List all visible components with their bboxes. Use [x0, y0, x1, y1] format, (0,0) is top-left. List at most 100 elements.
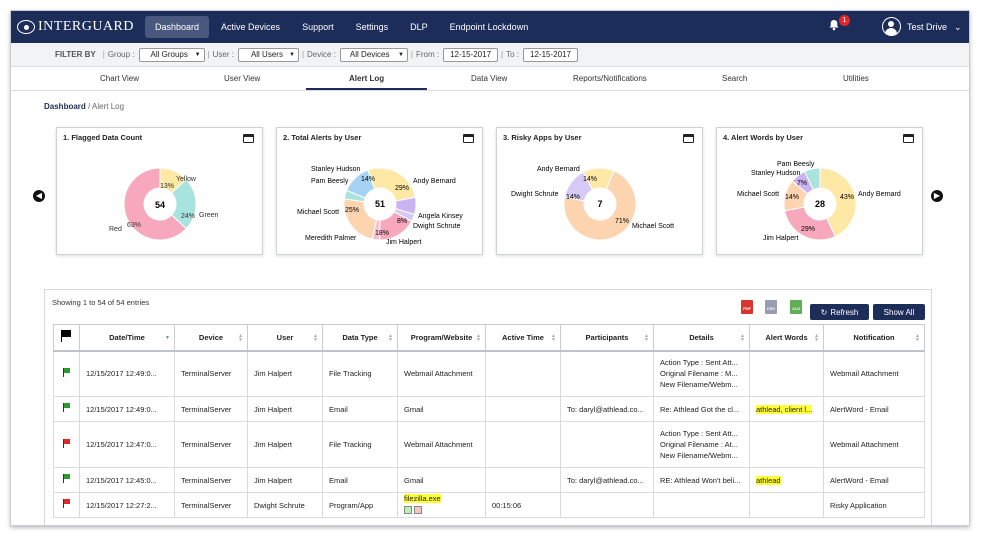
column-header-flag[interactable] [53, 324, 80, 352]
nav-dlp[interactable]: DLP [410, 22, 428, 32]
group-select[interactable]: All Groups ▼ [138, 47, 205, 62]
program-cell: Gmail [397, 396, 486, 422]
table-row[interactable]: 12/15/2017 12:49:0... TerminalServer Jim… [53, 396, 925, 422]
flag-red-icon[interactable] [62, 499, 71, 508]
tab-reports-notifications[interactable]: Reports/Notifications [573, 74, 647, 83]
logo-mark [17, 20, 35, 34]
participants-cell: To: daryl@athlead.co... [560, 396, 654, 422]
flag-red-icon[interactable] [62, 438, 71, 448]
tab-utilities[interactable]: Utilities [843, 74, 869, 83]
device-select[interactable]: All Devices ▼ [339, 47, 408, 62]
bell-icon[interactable] [828, 19, 840, 31]
breadcrumb-home[interactable]: Dashboard [44, 102, 86, 111]
slice-pct: 14% [583, 176, 597, 183]
column-header-user[interactable]: User ▲ ▼ [247, 324, 323, 352]
tab-search[interactable]: Search [722, 74, 748, 83]
nav-active-devices[interactable]: Active Devices [221, 22, 281, 32]
flag-green-icon[interactable] [62, 474, 71, 483]
column-header-active-time[interactable]: Active Time ▲ ▼ [485, 324, 561, 352]
flag-cell[interactable] [53, 421, 80, 468]
xls-export-icon[interactable]: XLS [790, 300, 802, 314]
column-header-details[interactable]: Details ▲ ▼ [653, 324, 750, 352]
flag-cell[interactable] [53, 396, 80, 422]
chevron-down-icon[interactable]: ⌄ [954, 22, 962, 32]
slice-label: Michael Scott [632, 223, 674, 230]
donut-slice[interactable] [345, 169, 376, 199]
maximize-icon[interactable] [903, 134, 914, 143]
nav-dashboard[interactable]: Dashboard [145, 16, 210, 38]
to-date-input[interactable]: 12-15-2017 [523, 47, 578, 62]
flag-green-icon[interactable] [62, 403, 71, 412]
slice-pct: 8% [397, 218, 407, 225]
details-line: RE: Athlead Won't beli... [660, 475, 741, 485]
device-cell: TerminalServer [174, 492, 248, 518]
participants-cell [560, 421, 654, 468]
program-name: Gmail [404, 404, 424, 414]
column-header-data-type[interactable]: Data Type ▲ ▼ [322, 324, 398, 352]
show-all-button[interactable]: Show All [873, 304, 925, 320]
pdf-export-icon[interactable]: PDF [741, 300, 753, 314]
device-cell: TerminalServer [174, 421, 248, 468]
nav-support[interactable]: Support [302, 22, 334, 32]
column-header-alert-words[interactable]: Alert Words ▲ ▼ [749, 324, 824, 352]
app-status-icon[interactable] [404, 506, 412, 514]
tab-chart-view[interactable]: Chart View [100, 74, 139, 83]
tab-user-view[interactable]: User View [224, 74, 261, 83]
tab-alert-log[interactable]: Alert Log [349, 74, 385, 83]
donut-slice[interactable] [564, 171, 594, 202]
interguard-logo[interactable]: INTERGUARD [17, 19, 145, 35]
table-row[interactable]: 12/15/2017 12:45:0... TerminalServer Jim… [53, 467, 925, 493]
app-status-icon[interactable] [414, 506, 422, 514]
datetime-cell: 12/15/2017 12:27:2... [79, 492, 175, 518]
refresh-button[interactable]: ↻ Refresh [810, 304, 869, 320]
data-type-cell: Program/App [322, 492, 398, 518]
from-date-input[interactable]: 12-15-2017 [443, 47, 499, 62]
table-row[interactable]: 12/15/2017 12:47:0... TerminalServer Jim… [53, 421, 925, 468]
maximize-icon[interactable] [683, 134, 694, 143]
maximize-icon[interactable] [243, 134, 254, 143]
view-tabs: Chart View User View Alert Log Data View… [11, 67, 969, 91]
donut-center-value: 28 [815, 199, 825, 209]
column-header-device[interactable]: Device ▲ ▼ [174, 324, 248, 352]
csv-export-icon[interactable]: CSV [765, 300, 777, 314]
slice-label: Andy Bernard [537, 166, 580, 173]
user-name[interactable]: Test Drive [907, 22, 948, 32]
slice-label: Yellow [176, 176, 197, 183]
flag-cell[interactable] [53, 350, 80, 397]
column-header-program[interactable]: Program/Website ▲ ▼ [397, 324, 486, 352]
active-time-cell [485, 350, 561, 397]
logo-text: INTERGUARD [38, 19, 134, 34]
column-header-notification[interactable]: Notification ▲ ▼ [823, 324, 925, 352]
user-select[interactable]: All Users ▼ [237, 47, 299, 62]
nav-endpoint-lockdown[interactable]: Endpoint Lockdown [449, 22, 529, 32]
sort-icon: ▲ ▼ [551, 333, 556, 343]
donut-slice[interactable] [123, 167, 187, 241]
chevron-down-icon: ▼ [194, 51, 201, 58]
donut-slice[interactable] [819, 167, 857, 238]
chart-title: 3. Risky Apps by User [503, 133, 582, 142]
donut-slice[interactable] [784, 206, 836, 241]
slice-label: Stanley Hudson [751, 170, 801, 177]
prev-chart-arrow-icon[interactable]: ◀ [33, 190, 45, 202]
column-header-datetime[interactable]: Date/Time ▼ [79, 324, 175, 352]
donut-chart: 51 29% Andy Bernard 8% Angela Kinsey Dwi… [297, 166, 463, 246]
user-avatar-icon[interactable] [882, 17, 901, 36]
flag-green-icon[interactable] [62, 367, 71, 377]
donut-slice[interactable] [804, 167, 821, 191]
next-chart-arrow-icon[interactable]: ▶ [931, 190, 943, 202]
nav-settings[interactable]: Settings [355, 22, 389, 32]
refresh-icon: ↻ [820, 307, 828, 317]
datetime-cell: 12/15/2017 12:45:0... [79, 467, 175, 493]
column-header-participants[interactable]: Participants ▲ ▼ [560, 324, 654, 352]
donut-slice[interactable] [563, 170, 637, 241]
flag-cell[interactable] [53, 467, 80, 493]
program-name: Webmail Attachment [404, 440, 473, 449]
donut-slice[interactable] [343, 198, 378, 240]
table-row[interactable]: 12/15/2017 12:27:2... TerminalServer Dwi… [53, 492, 925, 518]
slice-label: Meredith Palmer [305, 235, 357, 242]
table-row[interactable]: 12/15/2017 12:49:0... TerminalServer Jim… [53, 350, 925, 397]
flag-cell[interactable] [53, 492, 80, 518]
program-cell: Webmail Attachment [397, 350, 486, 397]
maximize-icon[interactable] [463, 134, 474, 143]
tab-data-view[interactable]: Data View [471, 74, 508, 83]
